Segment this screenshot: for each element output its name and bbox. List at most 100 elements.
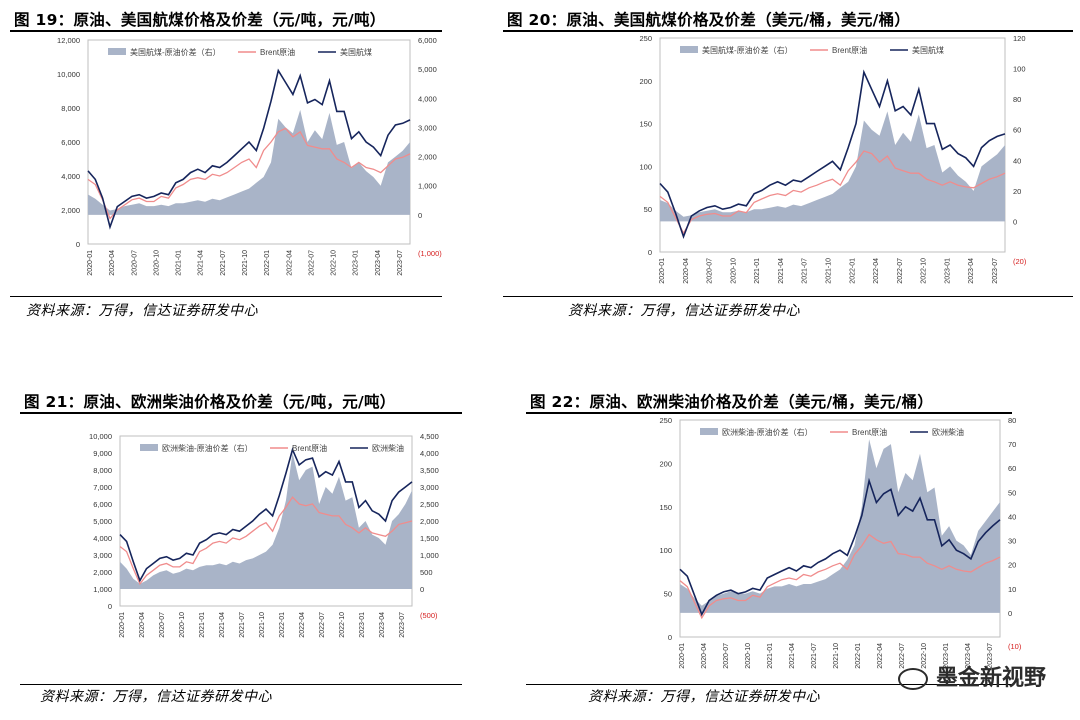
x-tick-label: 2022-01 [855, 643, 862, 669]
x-tick-label: 2022-01 [849, 258, 856, 284]
source-note: 资料来源：万得，信达证券研发中心 [588, 689, 820, 705]
chart-svg: 0 2,000 4,000 6,000 8,000 10,000 12,000 (1,000)… [57, 36, 442, 276]
left-tick-label: 0 [76, 240, 80, 249]
x-tick-label: 2023-01 [943, 643, 950, 669]
x-tick-label: 2020-04 [139, 612, 146, 638]
x-tick-label: 2020-01 [119, 612, 126, 638]
right-tick-label: 6,000 [418, 36, 437, 45]
x-tick-label: 2022-04 [286, 250, 293, 276]
x-tick-label: 2022-10 [331, 250, 338, 276]
watermark: 墨金新视野 [897, 660, 1046, 692]
left-tick-label: 7,000 [93, 483, 112, 492]
x-tick-label: 2020-10 [745, 643, 752, 669]
legend-swatch [140, 444, 158, 451]
right-tick-label: 20 [1013, 187, 1021, 196]
bottom-rule [10, 296, 442, 297]
right-tick-label: 40 [1013, 156, 1021, 165]
chart-title: 图 19：原油、美国航煤价格及价差（元/吨，元/吨） [14, 11, 386, 29]
x-tick-label: 2020-01 [679, 643, 686, 669]
source-note: 资料来源：万得，信达证券研发中心 [40, 689, 272, 705]
x-tick-label: 2021-01 [754, 258, 761, 284]
x-tick-label: 2020-07 [707, 258, 714, 284]
right-tick-label: 4,000 [418, 94, 437, 103]
x-tick-label: 2020-10 [179, 612, 186, 638]
right-tick-label: (500) [420, 611, 438, 620]
right-tick-label: 1,000 [420, 551, 439, 560]
x-tick-label: 2023-07 [397, 250, 404, 276]
chart-title: 图 22：原油、欧洲柴油价格及价差（美元/桶，美元/桶） [530, 393, 934, 411]
x-tick-label: 2022-10 [921, 643, 928, 669]
left-tick-label: 1,000 [93, 585, 112, 594]
x-tick-label: 2023-07 [399, 612, 406, 638]
right-tick-label: 20 [1008, 561, 1016, 570]
x-tick-label: 2020-01 [87, 250, 94, 276]
legend-label: 欧洲柴油 [372, 443, 404, 453]
right-tick-label: 1,000 [418, 182, 437, 191]
right-tick-label: 3,000 [418, 123, 437, 132]
title-rule [503, 30, 1073, 32]
x-tick-label: 2021-07 [239, 612, 246, 638]
right-tick-label: 60 [1013, 126, 1021, 135]
left-tick-label: 50 [664, 590, 672, 599]
x-tick-label: 2022-04 [299, 612, 306, 638]
x-tick-label: 2021-01 [199, 612, 206, 638]
x-tick-label: 2022-10 [921, 258, 928, 284]
chart-svg: 0 50 100 150 200 250 (10) 0 10 20 30 40 50 60 70 80 2020… [659, 416, 1022, 669]
right-tick-label: (1,000) [418, 249, 442, 258]
chart-title: 图 20：原油、美国航煤价格及价差（美元/桶，美元/桶） [507, 11, 911, 29]
brent-line [119, 496, 413, 586]
x-tick-label: 2023-04 [968, 258, 975, 284]
x-tick-label: 2021-04 [198, 250, 205, 276]
chart-title: 图 21：原油、欧洲柴油价格及价差（元/吨，元/吨） [24, 393, 396, 411]
bottom-rule [20, 684, 462, 685]
left-tick-label: 3,000 [93, 551, 112, 560]
legend-swatch [700, 428, 718, 435]
x-tick-label: 2020-07 [723, 643, 730, 669]
bottom-rule [503, 296, 1073, 297]
legend-label: 欧洲柴油-原油价差（右） [722, 427, 813, 437]
source-note: 资料来源：万得，信达证券研发中心 [26, 303, 258, 319]
legend-label: 美国航煤 [340, 47, 372, 57]
legend-label: 欧洲柴油 [932, 427, 964, 437]
x-tick-label: 2023-01 [944, 258, 951, 284]
x-tick-label: 2021-10 [826, 258, 833, 284]
right-tick-label: 60 [1008, 464, 1016, 473]
product-line [679, 477, 1001, 617]
chat-bubble-icon [897, 668, 928, 690]
left-tick-label: 0 [668, 633, 672, 642]
title-rule [526, 412, 1012, 414]
right-tick-label: 500 [420, 568, 433, 577]
left-tick-label: 200 [639, 77, 652, 86]
x-tick-label: 2023-04 [375, 250, 382, 276]
left-tick-label: 2,000 [93, 568, 112, 577]
x-tick-label: 2020-10 [153, 250, 160, 276]
spread-area [660, 111, 1005, 222]
spread-area [88, 109, 410, 215]
x-tick-label: 2021-04 [219, 612, 226, 638]
chart-svg: 0 1,000 2,000 3,000 4,000 5,000 6,000 7,000 8,00… [89, 432, 439, 638]
legend-label: 美国航煤-原油价差（右） [702, 45, 793, 55]
bottom-rule [526, 684, 1012, 685]
left-tick-label: 8,000 [61, 104, 80, 113]
x-tick-label: 2022-07 [308, 250, 315, 276]
right-tick-label: 5,000 [418, 65, 437, 74]
left-tick-label: 9,000 [93, 449, 112, 458]
right-tick-label: 3,000 [420, 483, 439, 492]
right-tick-label: 50 [1008, 488, 1016, 497]
spread-area [120, 453, 412, 589]
x-tick-label: 2021-10 [833, 643, 840, 669]
legend-label: Brent原油 [260, 47, 295, 57]
right-tick-label: 0 [418, 211, 422, 220]
legend-label: 欧洲柴油-原油价差（右） [162, 443, 253, 453]
x-tick-label: 2021-01 [767, 643, 774, 669]
brent-line [659, 150, 1006, 235]
legend-label: 美国航煤-原油价差（右） [130, 47, 221, 57]
left-tick-label: 10,000 [89, 432, 112, 441]
x-tick-label: 2023-07 [992, 258, 999, 284]
left-tick-label: 6,000 [93, 500, 112, 509]
x-tick-label: 2022-01 [264, 250, 271, 276]
left-tick-label: 0 [648, 248, 652, 257]
right-tick-label: 1,500 [420, 534, 439, 543]
right-tick-label: (10) [1008, 642, 1022, 651]
legend-swatch [108, 48, 126, 55]
